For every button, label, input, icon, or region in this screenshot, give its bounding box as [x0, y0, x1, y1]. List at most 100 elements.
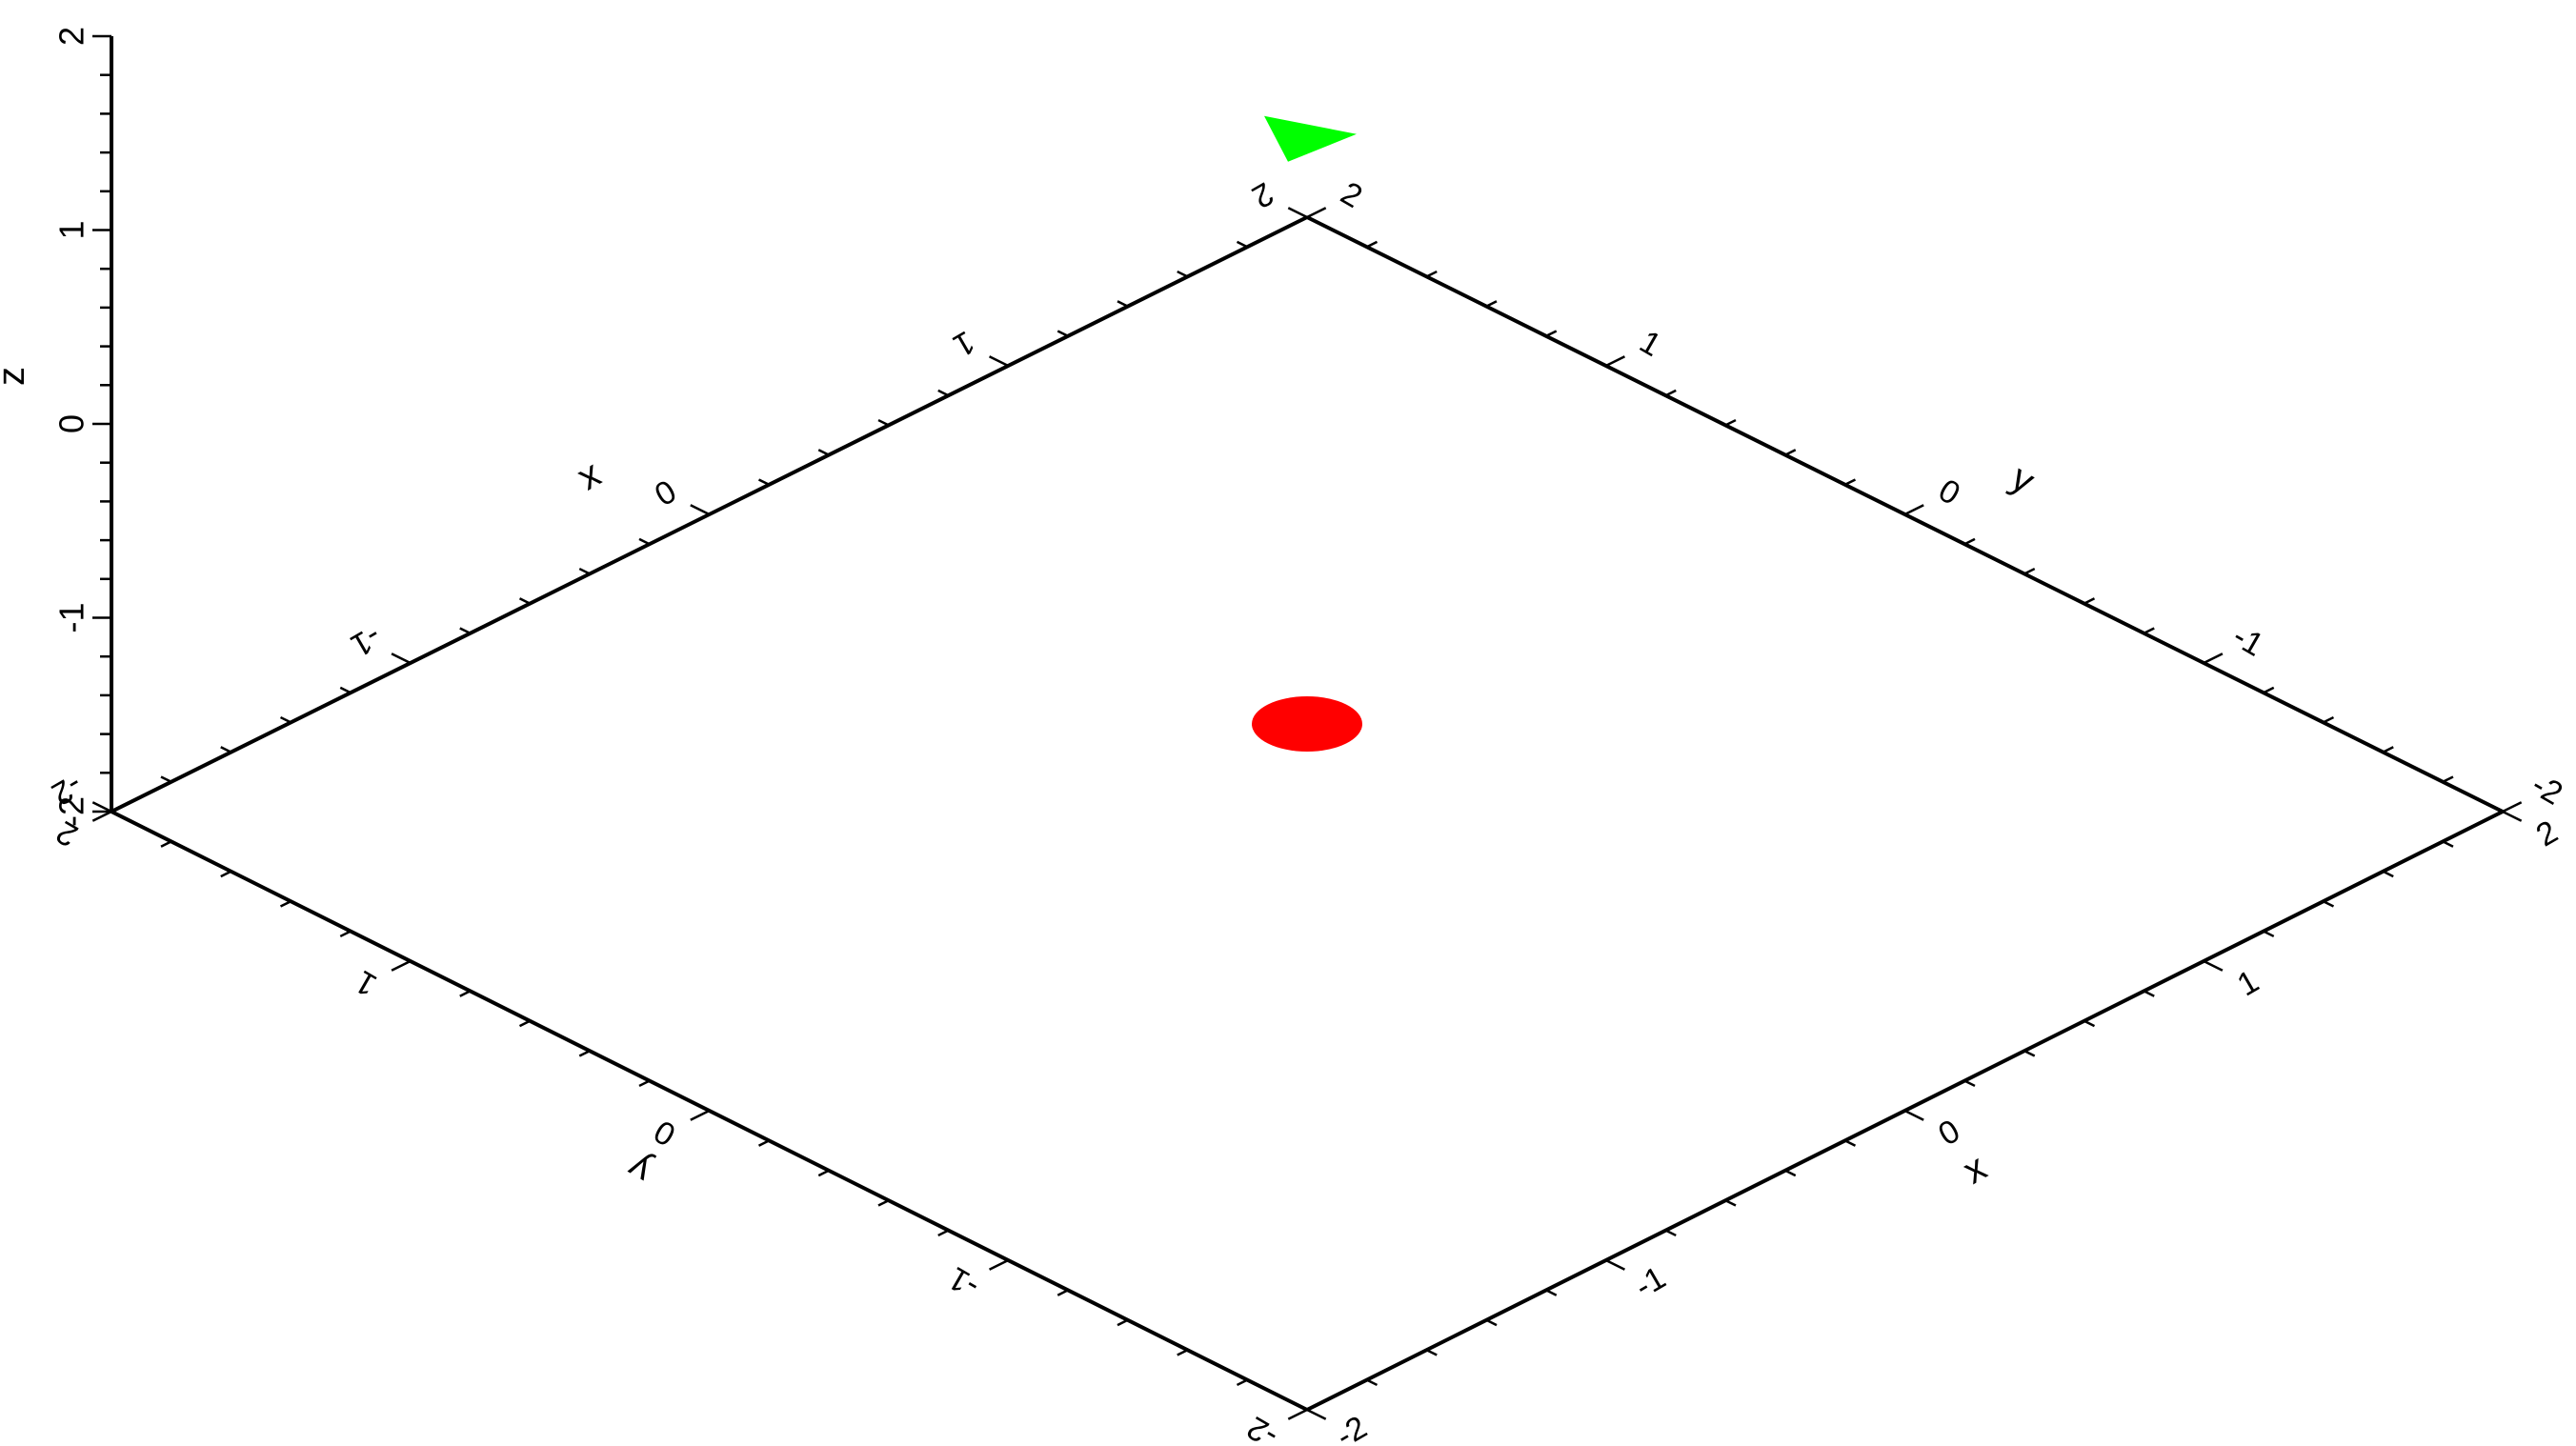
x-far-tick [279, 715, 292, 724]
x-near-tick-label: -1 [1629, 1259, 1672, 1305]
x-far-tick [988, 355, 1009, 368]
y-near-tick-label: -2 [1241, 1409, 1284, 1446]
z-tick-label: 0 [52, 414, 91, 433]
y-near-tick [690, 1109, 711, 1121]
y-near-tick [757, 1139, 770, 1147]
x-near-tick [2382, 870, 2394, 878]
y-near-tick [638, 1079, 651, 1088]
x-near-tick-label: 0 [1932, 1113, 1965, 1153]
y-far-tick-label: 2 [1335, 175, 1368, 215]
y-far-tick [1664, 389, 1677, 397]
x-near-tick [1963, 1079, 1976, 1088]
x-near-tick [2263, 930, 2275, 938]
x-far-tick [1057, 330, 1069, 337]
z-axis-label: z [0, 367, 32, 386]
y-far-tick-label: 1 [1634, 324, 1667, 364]
x-near-tick [1903, 1109, 1924, 1121]
y-far-tick [2203, 653, 2224, 665]
x-near-tick [1664, 1229, 1677, 1237]
triangle-marker [1264, 115, 1357, 162]
y-far-tick [1903, 504, 1924, 516]
x-far-tick [459, 627, 472, 634]
y-far-tick-label: -1 [2226, 618, 2269, 664]
circle-marker [1252, 696, 1362, 752]
y-near-tick-label: -1 [942, 1259, 985, 1305]
x-far-tick [817, 449, 830, 456]
x-far-tick [160, 775, 172, 783]
x-far-tick-label: 0 [648, 472, 681, 512]
y-near-tick [988, 1258, 1009, 1271]
points-layer [1252, 115, 1362, 752]
y-near-tick [1057, 1289, 1069, 1296]
x-near-tick [2203, 959, 2224, 972]
x-far-tick [690, 504, 711, 516]
x-far-tick [1117, 300, 1129, 308]
y-far-tick [1485, 300, 1498, 308]
x-near-tick [1306, 1408, 1327, 1420]
y-far-tick [2023, 567, 2036, 575]
y-near-tick [279, 900, 292, 908]
y-far-tick [2442, 775, 2454, 783]
x-near-tick [2023, 1050, 2036, 1057]
y-near-tick [1117, 1318, 1129, 1327]
y-far-tick [2083, 597, 2096, 605]
y-near-tick [877, 1199, 890, 1207]
y-far-tick [1306, 207, 1327, 219]
y-near-tick [578, 1050, 591, 1057]
x-near-tick [1485, 1318, 1498, 1327]
y-far-tick [2502, 801, 2523, 813]
y-near-tick [937, 1229, 950, 1237]
y-far-tick [1605, 355, 1626, 368]
x-far-tick [1177, 270, 1189, 278]
y-near-tick [160, 840, 172, 848]
x-far-tick-label: 1 [947, 324, 980, 364]
x-far-tick [339, 686, 352, 694]
x-far-tick [91, 801, 112, 813]
x-far-tick-label: 2 [1246, 175, 1279, 215]
x-far-tick [757, 478, 770, 486]
ticks-layer [91, 34, 2523, 1420]
y-near-tick [391, 959, 412, 972]
y-near-tick [1177, 1349, 1189, 1356]
x-near-tick [2323, 900, 2335, 908]
x-near-axis-label: x [1956, 1146, 1993, 1192]
x-far-tick [937, 389, 950, 397]
x-near-tick [2502, 810, 2523, 822]
y-far-tick [1545, 330, 1558, 337]
y-far-tick [1963, 537, 1976, 546]
y-far-tick [2143, 627, 2155, 634]
x-far-tick [877, 418, 890, 427]
y-far-tick [2323, 715, 2335, 724]
z-tick-label: -1 [52, 602, 91, 633]
x-near-tick [1425, 1349, 1438, 1356]
y-far-tick-label: -2 [2526, 767, 2568, 813]
x-far-tick [220, 746, 232, 753]
y-near-tick [1287, 1408, 1308, 1420]
y-near-tick [220, 870, 232, 878]
y-near-axis-label: y [620, 1146, 657, 1192]
x-far-axis-label: x [573, 456, 610, 502]
y-far-tick [1724, 418, 1737, 427]
z-tick-label: -2 [52, 796, 91, 827]
x-far-tick [1236, 240, 1248, 249]
y-far-tick [2382, 746, 2394, 753]
y-near-tick [459, 990, 472, 997]
x-near-tick [1724, 1199, 1737, 1207]
x-far-tick [638, 537, 651, 546]
z-tick-label: 2 [52, 27, 91, 46]
x-near-tick [1605, 1258, 1626, 1271]
x-near-tick [1545, 1289, 1558, 1296]
y-near-tick [91, 810, 112, 822]
x-near-tick [2083, 1019, 2096, 1028]
x-far-tick [578, 567, 591, 575]
y-near-tick [1236, 1378, 1248, 1387]
x-near-tick-label: 2 [2530, 813, 2564, 854]
y-far-tick [1784, 449, 1797, 456]
x-near-tick [1784, 1169, 1797, 1177]
y-near-tick [339, 930, 352, 938]
x-far-tick [391, 653, 412, 665]
y-near-tick-label: 0 [648, 1113, 681, 1153]
x-near-tick [1366, 1378, 1379, 1387]
y-far-tick [1844, 478, 1857, 486]
